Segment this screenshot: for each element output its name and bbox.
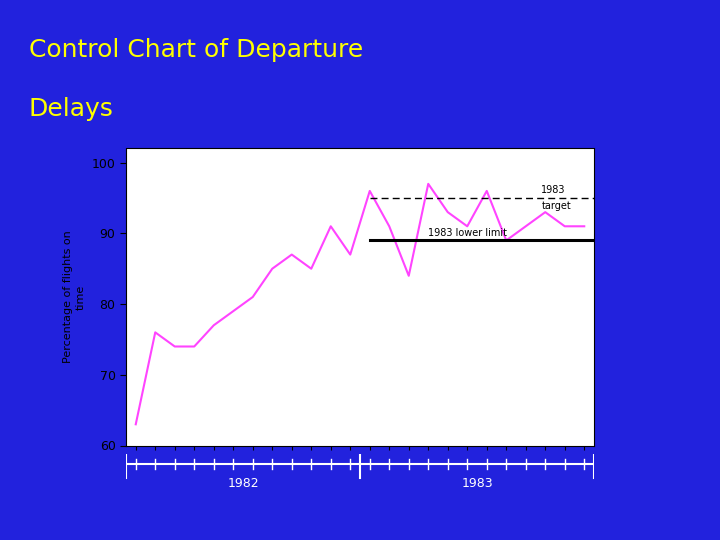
Text: 1983: 1983 — [541, 185, 566, 195]
Y-axis label: Percentage of flights on
time: Percentage of flights on time — [63, 231, 86, 363]
Text: Control Chart of Departure: Control Chart of Departure — [29, 38, 363, 62]
Text: target: target — [541, 201, 571, 211]
Text: 1982: 1982 — [228, 477, 258, 490]
Text: Delays: Delays — [29, 97, 114, 121]
Text: 1983 lower limit: 1983 lower limit — [428, 227, 508, 238]
Text: 1983: 1983 — [462, 477, 492, 490]
